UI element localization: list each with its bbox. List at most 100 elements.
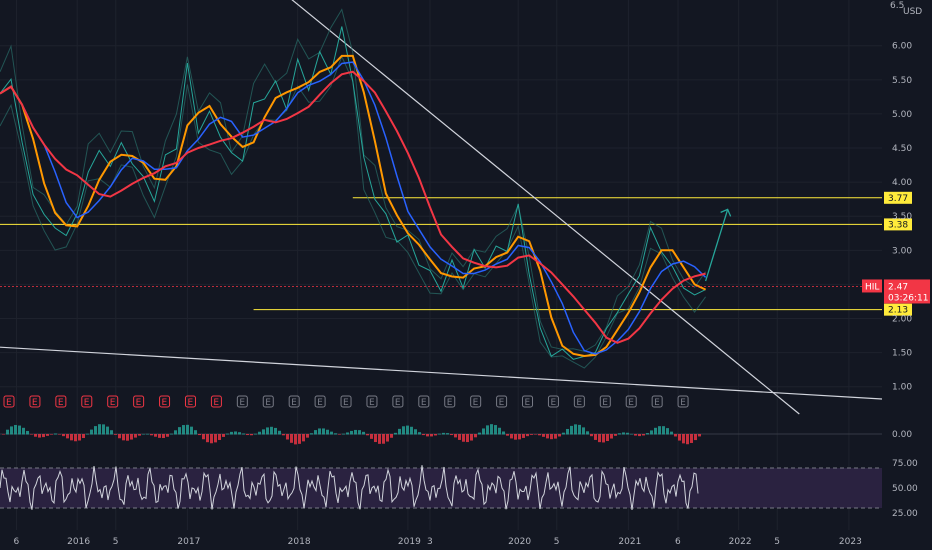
event-badge: [651, 395, 663, 408]
macd-bar: [354, 429, 357, 435]
trendlines[interactable]: [0, 0, 883, 415]
level-tag-bg: [884, 218, 912, 231]
event-badge: [81, 395, 93, 408]
time-axis[interactable]: 6 2016 5 2017 2018 2019 3 2020 5 2021 6 2022 5 2023: [14, 537, 862, 547]
x-tick-label: 5: [113, 537, 119, 547]
macd-bar: [550, 434, 553, 440]
y-tick-label: 4.00: [892, 178, 912, 188]
macd-bar: [338, 434, 341, 435]
event-badge-label: E: [473, 398, 479, 408]
macd-bar: [422, 434, 425, 436]
macd-bar: [178, 427, 181, 435]
macd-bar: [194, 430, 197, 435]
macd-bar: [182, 425, 185, 435]
macd-bar: [478, 432, 481, 435]
ticker-tag-bg: [862, 279, 882, 293]
macd-bar: [654, 427, 657, 435]
macd-bar: [470, 434, 473, 441]
macd-bar: [310, 433, 313, 435]
macd-bar: [606, 434, 609, 442]
event-badge: [496, 395, 508, 408]
event-badge-label: E: [343, 398, 349, 408]
event-badge-label: E: [32, 398, 38, 408]
macd-bar: [414, 429, 417, 435]
macd-bar: [650, 430, 653, 435]
rsi-tick-label: 75.00: [892, 459, 918, 469]
event-badge-label: E: [654, 398, 660, 408]
macd-bar: [350, 430, 353, 435]
macd-bar: [518, 434, 521, 440]
upper-band: [0, 8, 707, 352]
macd-bar: [146, 433, 149, 435]
rsi-tick-label: 25.00: [892, 509, 918, 519]
macd-bar: [394, 432, 397, 435]
macd-bar: [322, 428, 325, 435]
x-tick-label: 6: [675, 537, 681, 547]
macd-bar: [190, 426, 193, 435]
macd-bar: [418, 432, 421, 435]
macd-bar: [154, 434, 157, 437]
macd-bar: [482, 428, 485, 435]
event-badge: [547, 395, 559, 408]
macd-bar: [362, 431, 365, 435]
macd-bar: [106, 426, 109, 435]
macd-bar: [358, 430, 361, 435]
macd-bar: [206, 434, 209, 443]
macd-bar: [474, 434, 477, 438]
macd-bar: [46, 434, 49, 436]
event-badge-label: E: [421, 398, 427, 408]
macd-bar: [694, 434, 697, 441]
macd-bar: [82, 434, 85, 439]
macd-bar: [66, 434, 69, 439]
event-badge-label: E: [136, 398, 142, 408]
macd-bar: [62, 434, 65, 437]
level-tag-bg: [884, 191, 912, 204]
currency-label: USD: [903, 7, 922, 17]
event-badge: [340, 395, 352, 408]
macd-bar: [662, 426, 665, 435]
macd-bar: [74, 434, 77, 442]
event-badge-label: E: [499, 398, 505, 408]
trendline[interactable]: [0, 346, 883, 400]
macd-bar: [166, 434, 169, 437]
macd-bar: [282, 434, 285, 436]
rsi-pane: 75.00 50.00 25.00: [0, 459, 918, 519]
macd-bar: [410, 426, 413, 435]
x-tick-label: 2020: [508, 537, 531, 547]
macd-bar: [566, 428, 569, 435]
macd-bar: [538, 434, 541, 436]
macd-bar: [618, 433, 621, 435]
macd-bar: [50, 434, 53, 435]
macd-bar: [390, 434, 393, 438]
trendline[interactable]: [248, 0, 800, 415]
event-badge: [599, 395, 611, 408]
event-badge-label: E: [576, 398, 582, 408]
macd-bar: [582, 427, 585, 435]
y-tick-label: 3.50: [892, 212, 912, 222]
macd-bar: [450, 434, 453, 436]
price-series: [0, 8, 707, 369]
macd-bar: [382, 434, 385, 444]
macd-bar: [378, 434, 381, 444]
macd-bar: [442, 432, 445, 435]
horizontal-levels[interactable]: 3.77 3.38 2.13: [0, 191, 912, 316]
x-tick-label: 2022: [729, 537, 752, 547]
x-tick-label: 2019: [398, 537, 421, 547]
macd-bar: [306, 434, 309, 438]
macd-bar: [222, 434, 225, 437]
macd-bar: [134, 434, 137, 438]
event-badge-label: E: [84, 398, 90, 408]
event-badge: [418, 395, 430, 408]
macd-bar: [158, 434, 161, 438]
macd-bar: [346, 432, 349, 435]
macd-bar: [110, 430, 113, 435]
y-tick-label: 2.00: [892, 315, 912, 325]
price-tag-bg: [884, 279, 930, 304]
macd-bar: [598, 434, 601, 443]
rsi-band: [0, 468, 882, 508]
price-axis[interactable]: 6.005.505.004.504.003.503.002.502.001.50…: [890, 1, 912, 393]
macd-bar: [238, 432, 241, 435]
